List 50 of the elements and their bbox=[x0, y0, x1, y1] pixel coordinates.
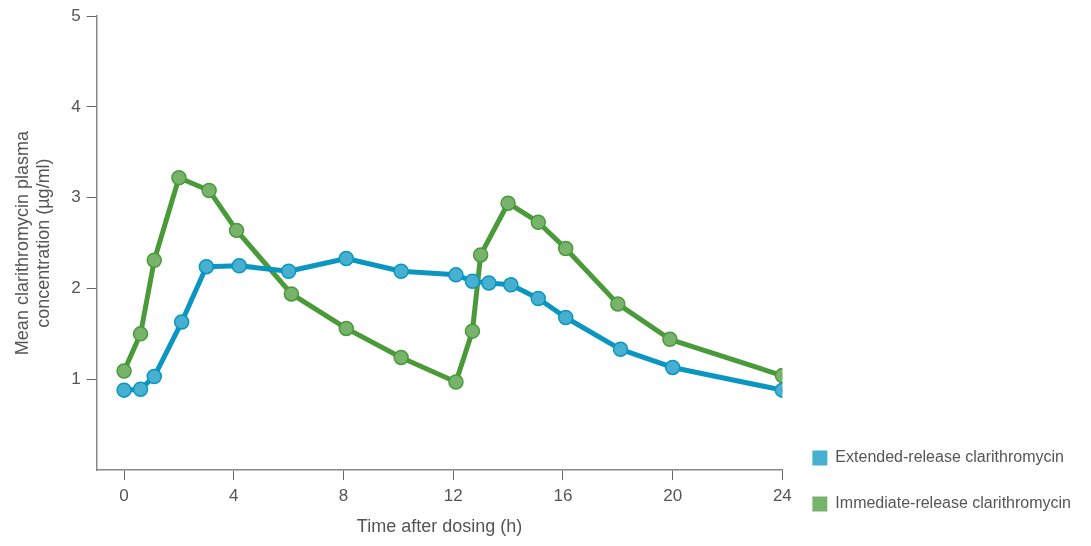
x-tick-label: 0 bbox=[119, 485, 129, 505]
point bbox=[338, 250, 354, 267]
point bbox=[557, 240, 574, 257]
point bbox=[662, 331, 678, 348]
point bbox=[146, 252, 162, 269]
y-tick-label: 1 bbox=[71, 368, 81, 388]
point bbox=[201, 182, 217, 199]
point bbox=[393, 349, 409, 366]
x-axis-title: Time after dosing (h) bbox=[356, 516, 523, 537]
point bbox=[472, 247, 489, 263]
point bbox=[448, 374, 464, 390]
point bbox=[464, 273, 481, 289]
point bbox=[116, 363, 132, 379]
x-tick-label: 24 bbox=[772, 485, 792, 505]
point bbox=[530, 290, 546, 307]
point bbox=[448, 267, 464, 283]
point bbox=[171, 170, 187, 186]
point bbox=[132, 326, 149, 342]
point bbox=[116, 382, 132, 398]
x-tick-label: 16 bbox=[553, 485, 573, 505]
point bbox=[610, 296, 626, 312]
point bbox=[500, 195, 516, 211]
legend-label: Extended-release clarithromycin bbox=[835, 448, 1064, 466]
point bbox=[481, 275, 497, 291]
y-tick-label: 3 bbox=[71, 187, 81, 207]
x-tick-label: 8 bbox=[338, 485, 349, 505]
point bbox=[530, 214, 546, 230]
y-axis-title: Mean clarithromycin plasma concentration (µg/ml) bbox=[11, 130, 54, 356]
point bbox=[557, 309, 574, 326]
x-tick-label: 20 bbox=[663, 485, 683, 505]
point bbox=[503, 277, 519, 293]
point bbox=[146, 368, 162, 385]
y-tick-label: 2 bbox=[71, 278, 81, 298]
point bbox=[464, 323, 481, 339]
point bbox=[393, 263, 409, 279]
point bbox=[612, 341, 629, 358]
legend-label: Immediate-release clarithromycin bbox=[835, 494, 1072, 512]
x-tick-label: 12 bbox=[443, 485, 463, 505]
y-tick-label: 4 bbox=[71, 96, 81, 116]
point bbox=[231, 258, 248, 274]
point bbox=[664, 359, 681, 376]
y-tick-label: 5 bbox=[71, 5, 81, 25]
x-tick-label: 4 bbox=[229, 485, 239, 505]
point bbox=[173, 314, 190, 330]
point bbox=[132, 381, 149, 397]
point bbox=[338, 320, 354, 337]
point bbox=[283, 286, 300, 302]
point bbox=[280, 263, 297, 279]
point bbox=[198, 258, 215, 275]
point bbox=[228, 222, 245, 239]
